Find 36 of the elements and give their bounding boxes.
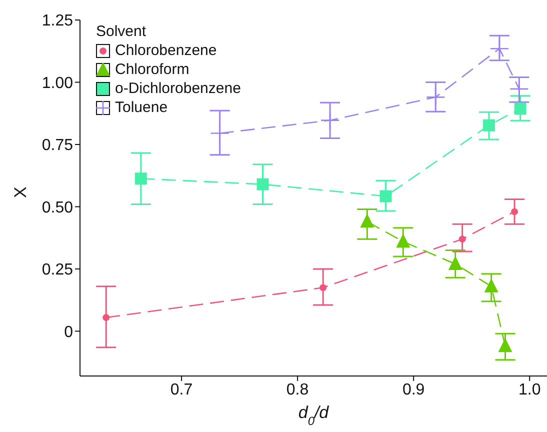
- y-axis-title: X: [11, 186, 30, 198]
- point: [510, 79, 529, 99]
- legend-label: Toluene: [115, 98, 168, 117]
- point: [498, 338, 512, 352]
- y-tick-label: 0.25: [42, 262, 74, 279]
- point: [490, 38, 510, 58]
- legend-title: Solvent: [96, 22, 148, 41]
- point: [256, 178, 269, 190]
- y-tick-label: 1.00: [42, 74, 74, 92]
- legend-label: Chlorobenzene: [115, 41, 217, 60]
- point: [320, 284, 327, 292]
- y-tick-label: 0: [64, 324, 74, 341]
- point: [396, 234, 410, 248]
- y-tick-label: 0.75: [42, 137, 74, 154]
- point: [380, 190, 392, 202]
- x-tick-label: 0.9: [402, 381, 425, 398]
- point: [134, 172, 147, 185]
- point: [360, 214, 374, 228]
- point: [320, 110, 340, 130]
- y-tick-label: 1.25: [42, 12, 74, 30]
- point: [514, 102, 526, 115]
- point: [426, 88, 446, 107]
- x-tick-label: 0.7: [170, 381, 193, 398]
- legend-label: Chloroform: [115, 60, 190, 79]
- point: [458, 236, 466, 243]
- legend-label: o-Dichlorobenzene: [115, 79, 241, 98]
- point: [448, 256, 462, 270]
- point: [482, 119, 495, 132]
- point: [210, 124, 230, 143]
- x-axis-title: d$_{0}$/d: [298, 403, 330, 428]
- point: [511, 208, 518, 216]
- point: [102, 314, 110, 321]
- point: [484, 278, 498, 292]
- x-tick-label: 1.0: [518, 381, 541, 398]
- y-tick-label: 0.50: [42, 199, 74, 216]
- x-tick-label: 0.8: [286, 381, 309, 398]
